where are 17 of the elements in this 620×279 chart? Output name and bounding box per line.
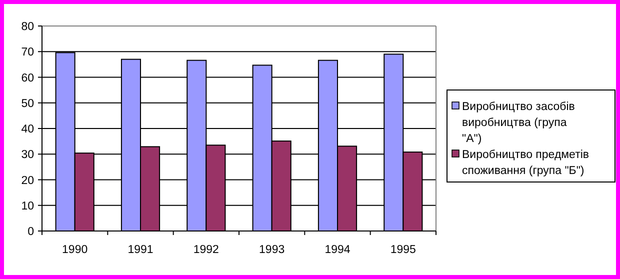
legend-label: Виробництво предметів споживання (група "Б"): [462, 149, 589, 177]
x-tick-label: 1994: [324, 244, 351, 256]
y-tick-label: 30: [21, 149, 34, 162]
y-tick-label: 50: [21, 98, 34, 110]
x-tick-label: 1991: [128, 244, 154, 256]
y-tick-label: 40: [21, 124, 34, 136]
y-tick-label: 20: [21, 174, 34, 187]
y-tick-label: 70: [21, 46, 34, 59]
x-tick-label: 1990: [62, 244, 88, 256]
y-tick-label: 80: [21, 21, 34, 34]
y-tick-label: 0: [28, 226, 34, 238]
x-tick-label: 1995: [390, 244, 416, 256]
y-tick-label: 10: [21, 200, 34, 212]
y-tick-label: 60: [21, 72, 34, 84]
legend-label: Виробництво засобів виробництва (група "А"): [462, 101, 575, 145]
x-tick-label: 1993: [259, 244, 285, 256]
x-tick-label: 1992: [193, 244, 219, 256]
